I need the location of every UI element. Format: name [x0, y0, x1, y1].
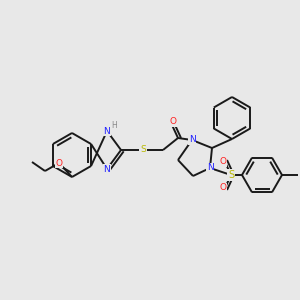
Text: O: O: [169, 118, 176, 127]
Text: N: N: [103, 127, 110, 136]
Text: O: O: [220, 184, 226, 193]
Text: S: S: [228, 170, 234, 180]
Text: O: O: [220, 158, 226, 166]
Text: O: O: [56, 158, 62, 167]
Text: N: N: [189, 136, 195, 145]
Text: N: N: [207, 164, 213, 172]
Text: H: H: [111, 122, 117, 130]
Text: S: S: [140, 146, 146, 154]
Text: N: N: [103, 164, 110, 173]
